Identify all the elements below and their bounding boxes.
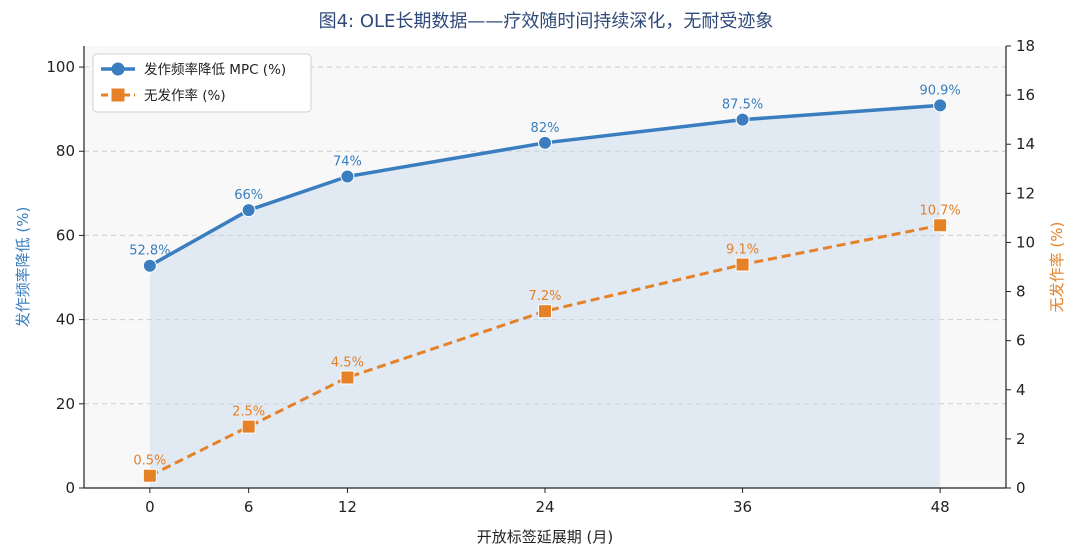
series-2-data-label: 2.5% [232, 405, 265, 420]
series-1-area [149, 105, 941, 489]
series-2-point [538, 304, 552, 319]
series-1-point [340, 169, 355, 184]
series-1-data-label: 82% [531, 121, 560, 136]
series-2-data-label: 9.1% [726, 243, 759, 258]
series-2-data-label: 0.5% [133, 454, 166, 469]
series-2-point [241, 419, 256, 434]
y-left-tick-label: 80 [56, 142, 75, 160]
series-1-data-label: 90.9% [919, 83, 960, 98]
series-1-point [933, 98, 948, 113]
series-1-line [148, 103, 941, 268]
series-1-data-label: 74% [333, 154, 362, 169]
series-2-data-label: 4.5% [331, 356, 364, 371]
series-2-point [142, 468, 157, 483]
series-2-line [149, 223, 941, 478]
y-left-tick-label: 60 [56, 226, 75, 244]
y-axis-right-title: 无发作率 (%) [1048, 222, 1066, 313]
y-left-tick-label: 20 [56, 395, 75, 413]
series-1-point [142, 258, 157, 273]
y-right-tick-label: 10 [1016, 233, 1035, 251]
legend-series-2-label: 无发作率 (%) [144, 87, 226, 104]
plot-area: 0 6 12 24 36 48020406080100024681012141618开放标… [14, 37, 1066, 546]
chart-title: 图4: OLE长期数据——疗效随时间持续深化，无耐受迹象 [319, 11, 774, 32]
series-1-point [735, 112, 750, 127]
series-2-point [933, 218, 948, 233]
x-tick-label: 12 [338, 498, 357, 516]
y-right-tick-label: 16 [1016, 86, 1035, 104]
y-right-tick-label: 0 [1016, 479, 1026, 497]
legend-box [92, 53, 312, 113]
y-right-tick-label: 6 [1016, 332, 1026, 350]
x-tick-label: 6 [244, 498, 254, 516]
series-2-point [735, 257, 750, 272]
series-2-data-label: 10.7% [919, 203, 960, 218]
legend: 发作频率降低 MPC (%) 无发作率 (%) [92, 53, 312, 113]
series-2-data-label: 7.2% [528, 289, 561, 304]
legend-series-1-marker [111, 62, 125, 76]
series-1-data-label: 87.5% [722, 98, 763, 113]
x-tick-label: 24 [535, 498, 554, 516]
x-tick-label: 0 [145, 498, 155, 516]
x-tick-label: 48 [931, 498, 950, 516]
y-right-tick-label: 8 [1016, 283, 1026, 301]
legend-series-1-label: 发作频率降低 MPC (%) [144, 61, 286, 78]
series-1-data-label: 66% [234, 188, 263, 203]
y-right-tick-label: 4 [1016, 381, 1026, 399]
series-2-point [340, 370, 355, 385]
y-right-tick-label: 14 [1016, 135, 1035, 153]
y-right-tick-label: 18 [1016, 37, 1035, 55]
y-axis-left-title: 发作频率降低 (%) [14, 207, 32, 328]
series-1-data-label: 52.8% [129, 244, 170, 259]
x-axis-title: 开放标签延展期 (月) [477, 528, 613, 546]
y-right-tick-label: 12 [1016, 184, 1035, 202]
series-1-point [538, 135, 552, 150]
x-tick-label: 36 [733, 498, 752, 516]
plot-background [84, 46, 1006, 488]
y-right-tick-label: 2 [1016, 430, 1026, 448]
legend-series-2-marker [111, 88, 125, 102]
y-left-tick-label: 0 [65, 479, 75, 497]
series-1-point [241, 203, 256, 218]
y-left-tick-label: 40 [56, 311, 75, 329]
y-left-tick-label: 100 [46, 58, 75, 76]
